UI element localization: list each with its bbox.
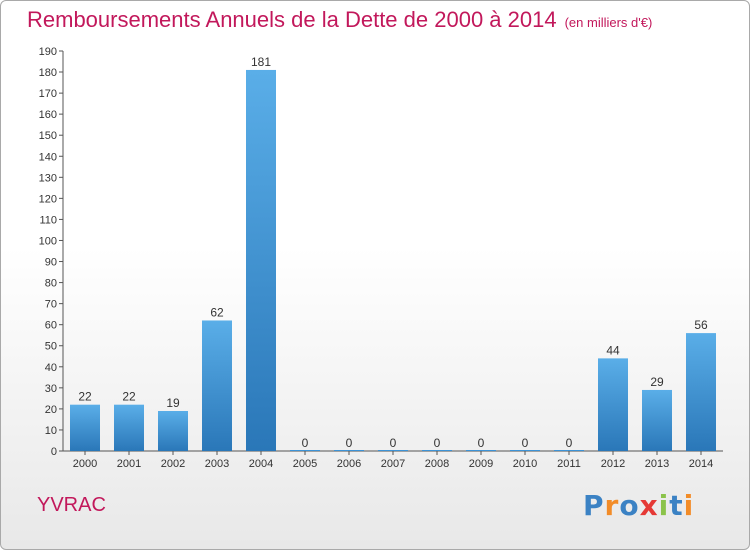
brand-letter: i (658, 489, 670, 522)
bar-value-label: 0 (346, 436, 353, 450)
y-tick: 50 (45, 341, 63, 353)
y-tick-label: 150 (39, 130, 57, 142)
bar-value-label: 19 (166, 396, 180, 410)
y-tick-label: 60 (45, 320, 57, 332)
bar-value-label: 0 (522, 436, 529, 450)
x-tick-label: 2013 (645, 458, 669, 470)
bar (114, 404, 144, 451)
chart-title-text: Remboursements Annuels de la Dette de 20… (27, 7, 557, 32)
y-tick: 90 (45, 257, 63, 269)
y-tick-label: 140 (39, 151, 57, 163)
x-tick-label: 2000 (73, 458, 97, 470)
y-tick: 80 (45, 278, 63, 290)
y-tick-label: 100 (39, 235, 57, 247)
y-tick-label: 120 (39, 193, 57, 205)
y-tick-label: 190 (39, 46, 57, 58)
location-label: YVRAC (37, 494, 106, 516)
x-tick-label: 2003 (205, 458, 229, 470)
bar-value-label: 44 (606, 343, 620, 357)
chart-unit: (en milliers d'€) (564, 15, 653, 30)
y-tick: 30 (45, 383, 63, 395)
y-tick: 70 (45, 299, 63, 311)
bar-value-label: 62 (210, 305, 224, 319)
bar (598, 358, 628, 451)
y-tick: 130 (39, 172, 63, 184)
y-tick-label: 30 (45, 383, 57, 395)
y-tick-label: 80 (45, 278, 57, 290)
y-tick: 110 (39, 214, 63, 226)
chart-title: Remboursements Annuels de la Dette de 20… (27, 7, 652, 33)
bar-value-label: 0 (434, 436, 441, 450)
y-tick: 60 (45, 320, 63, 332)
x-tick-label: 2007 (381, 458, 405, 470)
brand-letter: i (683, 489, 695, 522)
y-tick-label: 50 (45, 341, 57, 353)
brand-letter: o (619, 489, 640, 522)
x-tick-label: 2001 (117, 458, 141, 470)
y-tick-label: 10 (45, 425, 57, 437)
y-tick-label: 0 (51, 446, 57, 458)
brand-logo: Proxiti (583, 489, 694, 522)
y-tick-label: 110 (39, 214, 57, 226)
brand-letter: P (583, 489, 605, 522)
y-tick-label: 170 (39, 88, 57, 100)
y-tick: 120 (39, 193, 63, 205)
bar-value-label: 181 (251, 55, 271, 69)
y-tick: 10 (45, 425, 63, 437)
x-tick-label: 2014 (689, 458, 713, 470)
y-tick-label: 70 (45, 299, 57, 311)
y-tick: 100 (39, 235, 63, 247)
y-tick-label: 90 (45, 257, 57, 269)
bar-value-label: 0 (478, 436, 485, 450)
brand-letter: t (669, 489, 684, 522)
x-tick-label: 2012 (601, 458, 625, 470)
bar (686, 333, 716, 451)
x-tick-label: 2010 (513, 458, 537, 470)
y-tick: 20 (45, 404, 63, 416)
y-tick: 40 (45, 362, 63, 374)
y-tick-label: 160 (39, 109, 57, 121)
y-tick-label: 20 (45, 404, 57, 416)
x-tick-label: 2006 (337, 458, 361, 470)
bar (642, 389, 672, 451)
chart-axes: 0 10 20 30 40 50 60 70 80 90 100 110 120 130 140 150 160… (39, 46, 723, 470)
x-tick-label: 2005 (293, 458, 317, 470)
x-tick-label: 2009 (469, 458, 493, 470)
y-tick-label: 130 (39, 172, 57, 184)
bar-value-label: 56 (694, 318, 708, 332)
bar (70, 404, 100, 451)
bar (246, 69, 276, 452)
y-tick-label: 180 (39, 67, 57, 79)
x-tick-label: 2008 (425, 458, 449, 470)
bar-value-label: 0 (566, 436, 573, 450)
y-tick: 180 (39, 67, 63, 79)
bar-value-label: 22 (78, 390, 92, 404)
y-tick: 0 (51, 446, 63, 458)
bar-value-label: 29 (650, 375, 664, 389)
y-tick-label: 40 (45, 362, 57, 374)
brand-letter: r (604, 489, 620, 522)
chart-bars: 22 22 19 62 181 0 0 0 0 0 0 0 44 29 56 (70, 55, 716, 452)
y-tick: 160 (39, 109, 63, 121)
bar (158, 411, 188, 451)
y-tick: 190 (39, 46, 63, 58)
y-tick: 140 (39, 151, 63, 163)
x-tick-label: 2004 (249, 458, 273, 470)
x-tick-label: 2011 (557, 458, 581, 470)
y-tick: 170 (39, 88, 63, 100)
bar-value-label: 22 (122, 390, 136, 404)
bar (202, 320, 232, 451)
y-tick: 150 (39, 130, 63, 142)
bar-value-label: 0 (390, 436, 397, 450)
brand-letter: x (639, 489, 659, 522)
bar-value-label: 0 (302, 436, 309, 450)
x-tick-label: 2002 (161, 458, 185, 470)
